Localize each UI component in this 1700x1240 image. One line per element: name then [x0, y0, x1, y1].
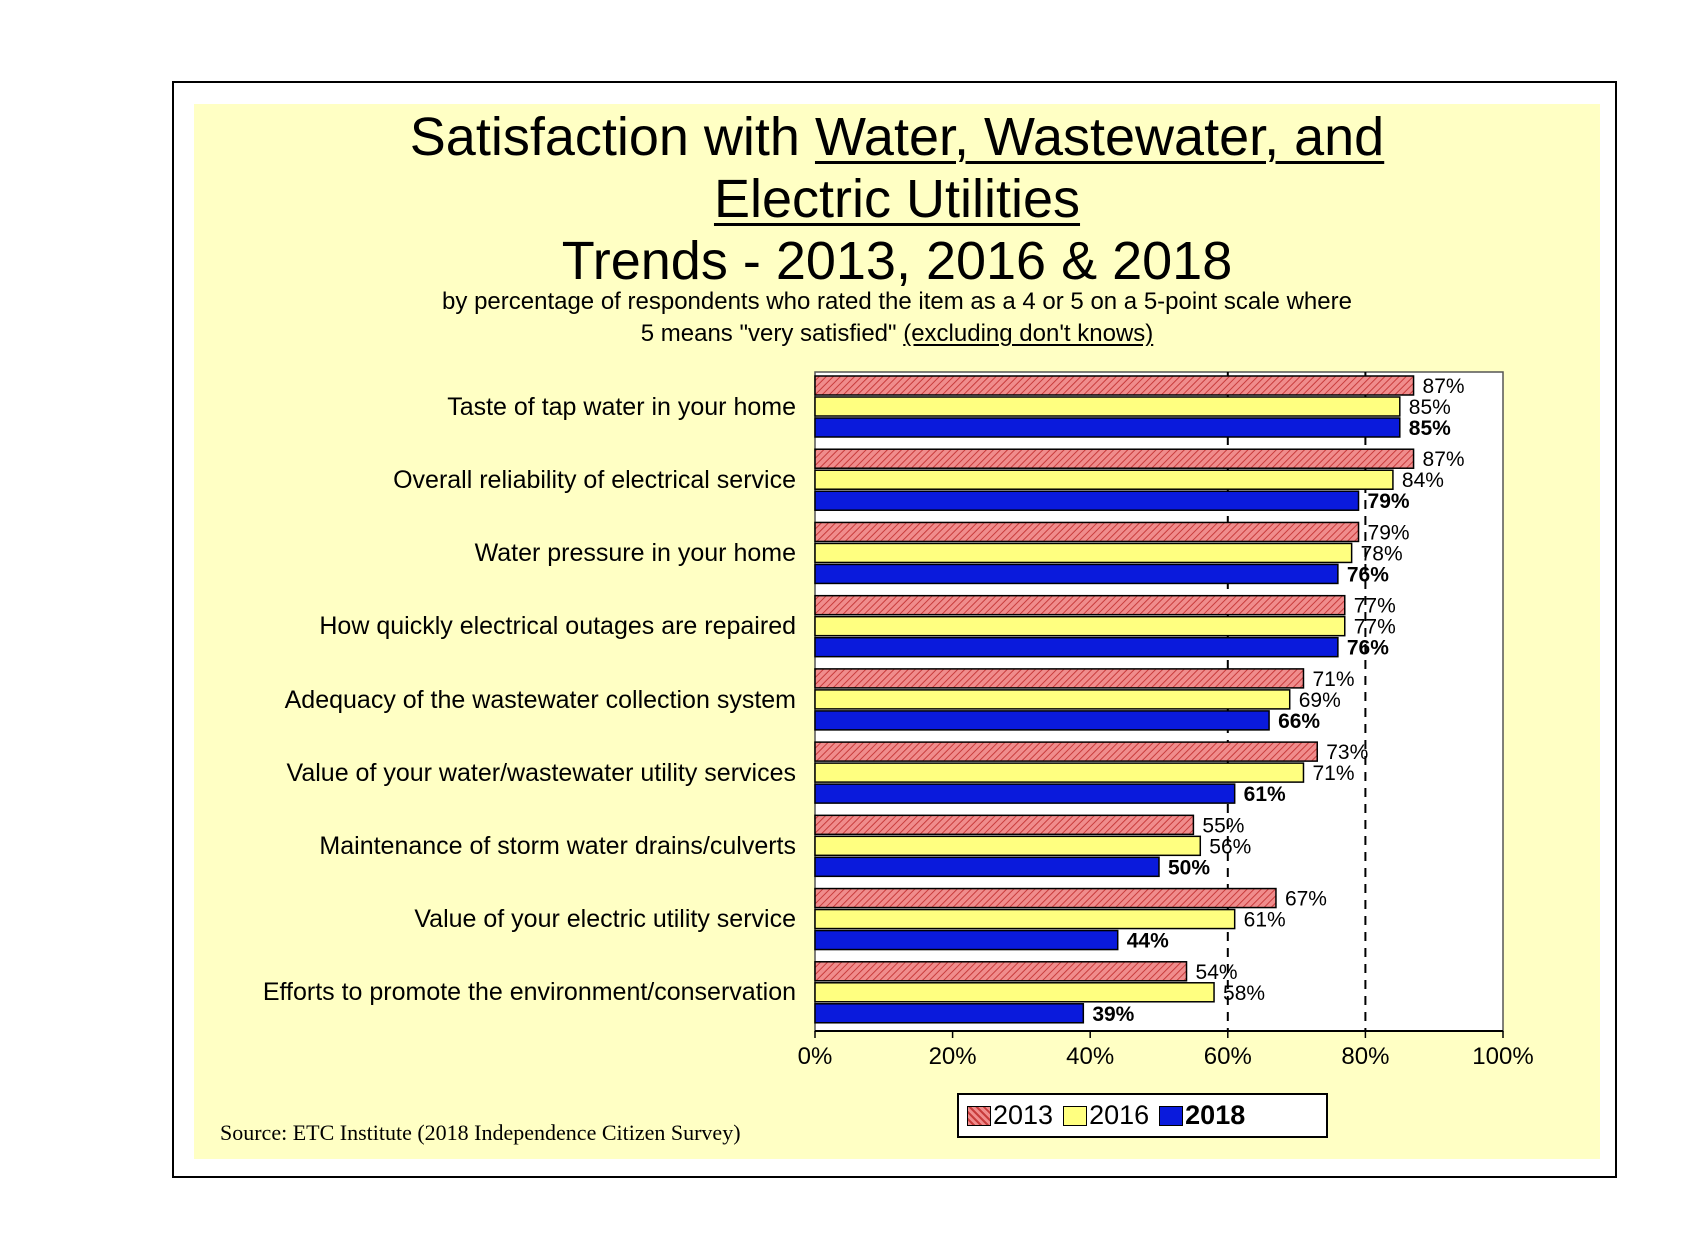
data-label-2016: 84%	[1402, 469, 1444, 492]
legend-item-2013: 2013	[967, 1100, 1053, 1131]
data-label-2013: 79%	[1368, 521, 1410, 544]
data-label-2016: 56%	[1209, 835, 1251, 858]
bar-2018	[814, 783, 1236, 804]
source-note: Source: ETC Institute (2018 Independence…	[220, 1120, 741, 1145]
chart-subtitle-line1: by percentage of respondents who rated t…	[442, 288, 1352, 315]
data-label-2016: 78%	[1361, 542, 1403, 565]
category-label: How quickly electrical outages are repai…	[319, 612, 796, 641]
legend-swatch-2016	[1063, 1105, 1088, 1126]
data-label-2018: 85%	[1409, 417, 1451, 440]
chart-title-line1: Satisfaction with Water, Wastewater, and	[194, 110, 1600, 164]
bar-2016	[814, 396, 1401, 417]
legend-label-2013: 2013	[993, 1100, 1054, 1130]
title-plain-text: Satisfaction with	[409, 107, 815, 167]
data-label-2016: 85%	[1409, 396, 1451, 419]
category-label: Efforts to promote the environment/conse…	[262, 978, 796, 1007]
bar-2016	[814, 908, 1236, 930]
legend-label-2016: 2016	[1089, 1100, 1150, 1130]
bar-2013	[814, 887, 1277, 909]
x-tick-label: 20%	[929, 1043, 977, 1070]
bar-2016	[814, 469, 1394, 490]
legend-swatch-2018	[1159, 1105, 1184, 1126]
bar-2018	[814, 563, 1339, 585]
bar-2013	[814, 448, 1415, 469]
bar-2013	[814, 668, 1305, 689]
bar-2018	[814, 490, 1360, 511]
bar-2018	[814, 636, 1339, 658]
data-label-2018: 76%	[1347, 637, 1389, 660]
bar-2016	[814, 689, 1291, 710]
data-label-2013: 71%	[1312, 668, 1354, 691]
chart-subtitle-line2: 5 means "very satisfied" (excluding don'…	[194, 322, 1600, 346]
title-underlined-text: Water, Wastewater, and	[814, 107, 1385, 167]
bar-2013	[814, 741, 1318, 762]
legend-swatch-2013	[967, 1105, 991, 1126]
bar-2018	[814, 1003, 1085, 1024]
bar-2016	[814, 542, 1353, 564]
data-label-2013: 73%	[1326, 741, 1368, 764]
x-tick-label: 80%	[1341, 1043, 1389, 1070]
data-label-2018: 39%	[1092, 1003, 1134, 1026]
category-label: Taste of tap water in your home	[447, 392, 796, 421]
title-underlined-text-2: Electric Utilities	[713, 169, 1081, 229]
subtitle-underlined-text: (excluding don't knows)	[903, 320, 1154, 347]
data-label-2016: 71%	[1312, 762, 1354, 785]
legend-item-2016: 2016	[1063, 1100, 1149, 1131]
legend: 2013 2016 2018	[957, 1093, 1328, 1138]
category-label: Overall reliability of electrical servic…	[393, 465, 796, 494]
data-label-2013: 55%	[1202, 814, 1244, 837]
bar-2016	[814, 615, 1346, 637]
bar-2018	[814, 929, 1119, 951]
bar-2018	[814, 710, 1270, 731]
x-tick-label: 40%	[1066, 1043, 1114, 1070]
legend-label-2018: 2018	[1185, 1100, 1246, 1130]
x-tick-label: 0%	[798, 1043, 833, 1070]
category-label: Value of your water/wastewater utility s…	[286, 758, 796, 787]
data-label-2016: 58%	[1223, 982, 1265, 1005]
data-label-2018: 76%	[1347, 563, 1389, 586]
chart-title-line3: Trends - 2013, 2016 & 2018	[561, 231, 1233, 291]
category-label: Adequacy of the wastewater collection sy…	[284, 685, 796, 714]
bar-2018	[814, 856, 1160, 878]
data-label-2016: 69%	[1299, 689, 1341, 712]
category-label: Maintenance of storm water drains/culver…	[319, 831, 796, 860]
category-label: Value of your electric utility service	[414, 905, 796, 934]
data-label-2013: 87%	[1423, 448, 1465, 471]
category-label: Water pressure in your home	[474, 539, 796, 568]
bar-2013	[814, 521, 1360, 543]
bar-2016	[814, 762, 1305, 783]
data-label-2013: 87%	[1423, 375, 1465, 398]
data-label-2013: 77%	[1354, 595, 1396, 618]
legend-item-2018: 2018	[1159, 1100, 1245, 1131]
bar-2013	[814, 594, 1346, 616]
x-tick-label: 60%	[1204, 1043, 1252, 1070]
data-label-2018: 79%	[1368, 490, 1410, 513]
bar-2018	[814, 417, 1401, 438]
chart-title-line2: Electric Utilities	[194, 172, 1600, 226]
bar-2013	[814, 961, 1188, 982]
data-label-2018: 44%	[1127, 930, 1169, 953]
data-label-2013: 67%	[1285, 888, 1327, 911]
bar-2016	[814, 982, 1215, 1003]
bar-2013	[814, 375, 1415, 396]
bar-2016	[814, 835, 1202, 857]
data-label-2016: 61%	[1244, 909, 1286, 932]
bar-2013	[814, 814, 1195, 836]
data-label-2018: 61%	[1244, 783, 1286, 806]
data-label-2016: 77%	[1354, 616, 1396, 639]
data-label-2013: 54%	[1196, 961, 1238, 984]
data-label-2018: 50%	[1168, 856, 1210, 879]
subtitle-plain-text: 5 means "very satisfied"	[640, 320, 904, 347]
x-tick-label: 100%	[1472, 1043, 1533, 1070]
data-label-2018: 66%	[1278, 710, 1320, 733]
